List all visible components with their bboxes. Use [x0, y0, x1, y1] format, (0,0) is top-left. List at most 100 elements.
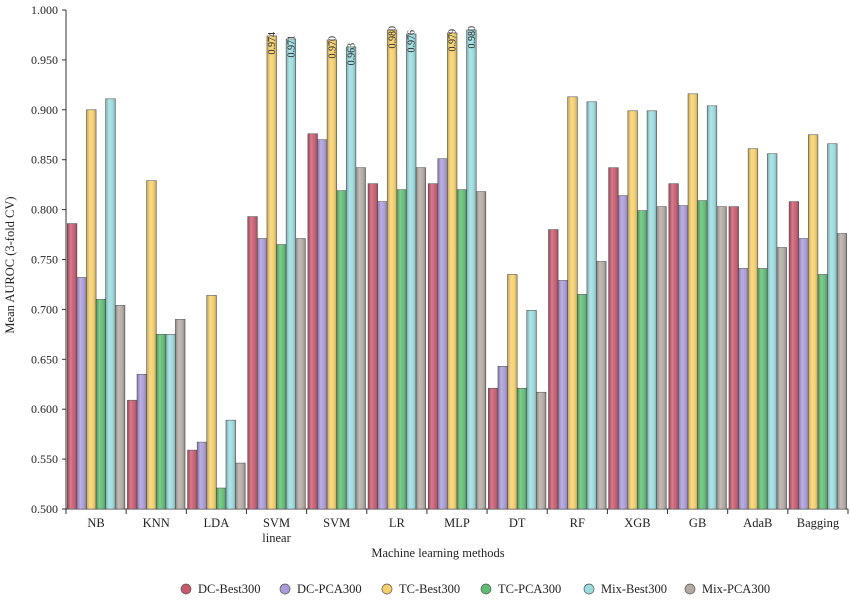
bar-shade	[355, 167, 366, 509]
bar	[235, 462, 246, 510]
bar-shade	[476, 191, 486, 510]
bar-shade	[295, 238, 306, 510]
bar	[266, 35, 277, 510]
bar	[637, 210, 648, 510]
bar-shade	[327, 39, 337, 509]
bar	[548, 229, 559, 510]
bar-shade	[175, 319, 186, 509]
bar-shade	[286, 38, 296, 509]
data-label: 0.963	[347, 43, 358, 65]
x-tick-label: SVM linear	[262, 516, 291, 545]
bar	[257, 238, 268, 510]
y-axis-title: Mean AUROC (3-fold CV)	[3, 196, 17, 333]
bar-shade	[406, 33, 417, 510]
bar	[656, 206, 667, 510]
legend-label: Mix-Best300	[601, 582, 667, 596]
bar	[326, 39, 337, 510]
bar	[307, 133, 318, 510]
x-tick-label-line: XGB	[624, 516, 650, 530]
legend-item: TC-Best300	[381, 582, 460, 596]
bar-shade	[416, 167, 426, 509]
bar	[187, 449, 198, 510]
bar-shade	[317, 139, 328, 510]
bar	[155, 334, 167, 510]
bar	[317, 139, 328, 510]
bar-shade	[536, 392, 546, 509]
bar	[175, 319, 186, 510]
x-tick-label-line: DT	[509, 516, 526, 530]
bar-shade	[165, 334, 176, 509]
bar-shade	[137, 374, 147, 509]
bar	[567, 96, 578, 510]
bar-shade	[608, 167, 619, 509]
bar	[678, 205, 689, 510]
bar-shade	[497, 366, 508, 509]
bar	[706, 105, 718, 510]
x-tick-label-line: Bagging	[797, 516, 840, 530]
bar-shade	[156, 334, 166, 509]
bar-shade	[466, 29, 477, 510]
bar	[728, 206, 739, 510]
bar-shade	[127, 400, 138, 509]
legend-swatch	[583, 583, 595, 595]
bar-shade	[637, 210, 648, 509]
bar	[668, 183, 679, 510]
x-tick-label-line: LDA	[204, 516, 230, 530]
data-label: 0.980	[467, 26, 478, 49]
x-tick-label: XGB	[624, 516, 650, 530]
bar	[196, 441, 208, 510]
bar-shade	[346, 46, 356, 510]
bar	[608, 167, 619, 510]
bar	[497, 365, 508, 510]
bar-shade	[447, 32, 457, 509]
bar	[526, 310, 537, 510]
bar-shade	[86, 109, 97, 510]
legend-swatch	[279, 583, 291, 595]
bar	[355, 167, 366, 510]
bar	[836, 233, 848, 510]
bar-shade	[96, 299, 106, 509]
bar-shade	[336, 190, 347, 509]
bar	[507, 274, 518, 510]
legend-item: DC-PCA300	[279, 582, 362, 596]
y-tick-label: 0.500	[31, 502, 58, 516]
bar-shade	[266, 35, 277, 510]
bar-shade	[817, 274, 828, 509]
bar-shade	[377, 201, 388, 509]
bar	[475, 191, 487, 510]
bar-shade	[225, 420, 236, 509]
bar-shade	[586, 101, 597, 509]
x-tick-label-line: MLP	[444, 516, 470, 530]
bar-shade	[387, 29, 397, 510]
bar	[557, 280, 569, 510]
bar-shade	[206, 295, 217, 509]
x-tick-label: GB	[689, 516, 706, 530]
bar-shade	[618, 195, 628, 510]
x-tick-label: RF	[570, 516, 585, 530]
bar-shade	[668, 183, 679, 510]
data-label: 0.980	[388, 26, 399, 49]
x-tick-label: MLP	[444, 516, 470, 530]
x-tick-label-line: SVM	[263, 516, 290, 530]
legend-item: DC-Best300	[180, 582, 261, 596]
bar-shade	[146, 180, 157, 509]
bar	[817, 274, 828, 510]
legend-label: Mix-PCA300	[702, 582, 770, 596]
x-tick-label-line: SVM	[323, 516, 350, 530]
bar-shade	[197, 442, 207, 509]
bar	[697, 200, 708, 510]
bar	[336, 190, 347, 510]
x-tick-label-line: AdaB	[743, 516, 772, 530]
bar-shade	[697, 200, 708, 510]
x-tick-label: LDA	[204, 516, 230, 530]
data-label: 0.974	[267, 32, 278, 54]
bar	[216, 487, 227, 510]
bar-shade	[235, 463, 246, 509]
legend-item: Mix-PCA300	[684, 582, 770, 596]
legend-swatch	[684, 583, 696, 595]
bar	[767, 153, 778, 510]
bar-shade	[247, 216, 258, 509]
bar-shade	[428, 183, 438, 510]
data-label: 0.971	[286, 35, 297, 58]
